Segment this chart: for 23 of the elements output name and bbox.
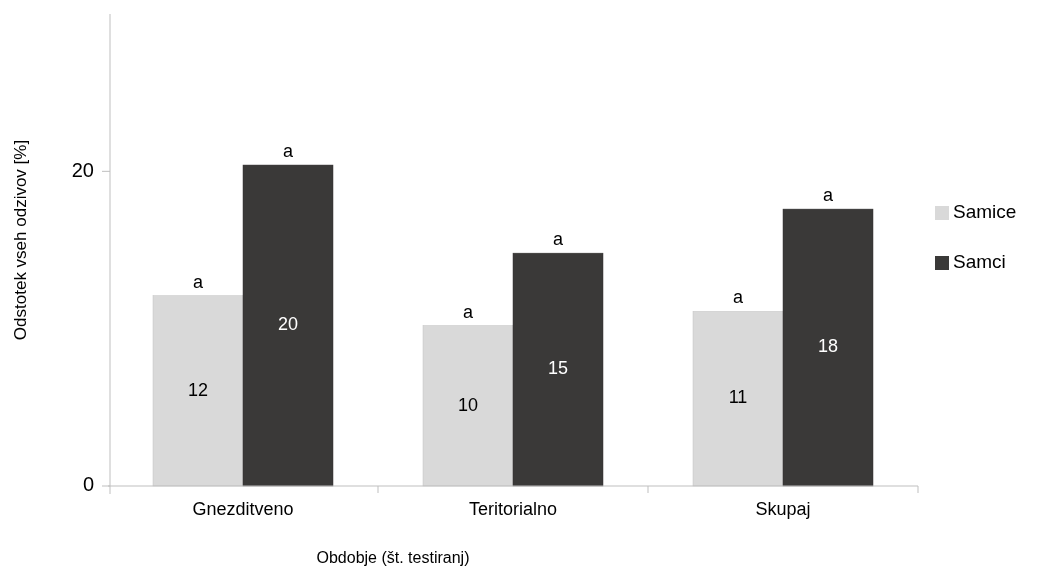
data-label: 11 [728,387,748,408]
annotation: a [282,141,294,162]
annotation: a [462,301,474,322]
bar [242,164,334,487]
data-label: 20 [277,314,299,335]
annotation: a [732,287,744,308]
bar [512,252,604,487]
legend-label: Samci [953,251,1006,273]
y-tick-label: 0 [82,473,94,496]
annotation: a [822,185,834,206]
x-tick-label: Gnezditveno [192,499,294,519]
data-label: 15 [547,358,569,379]
x-tick-label: Skupaj [755,499,811,519]
annotation: a [192,271,204,292]
data-label: 12 [187,379,209,400]
x-tick-label: Teritorialno [468,499,558,519]
y-axis-title: Odstotek vseh odzivov [%] [11,139,30,341]
x-axis-title: Obdobje (št. testiranj) [316,549,470,566]
annotation: a [552,229,564,250]
bar [782,208,874,487]
data-label: 10 [457,394,479,415]
data-label: 18 [817,336,839,357]
legend-label: Samice [953,201,1017,223]
